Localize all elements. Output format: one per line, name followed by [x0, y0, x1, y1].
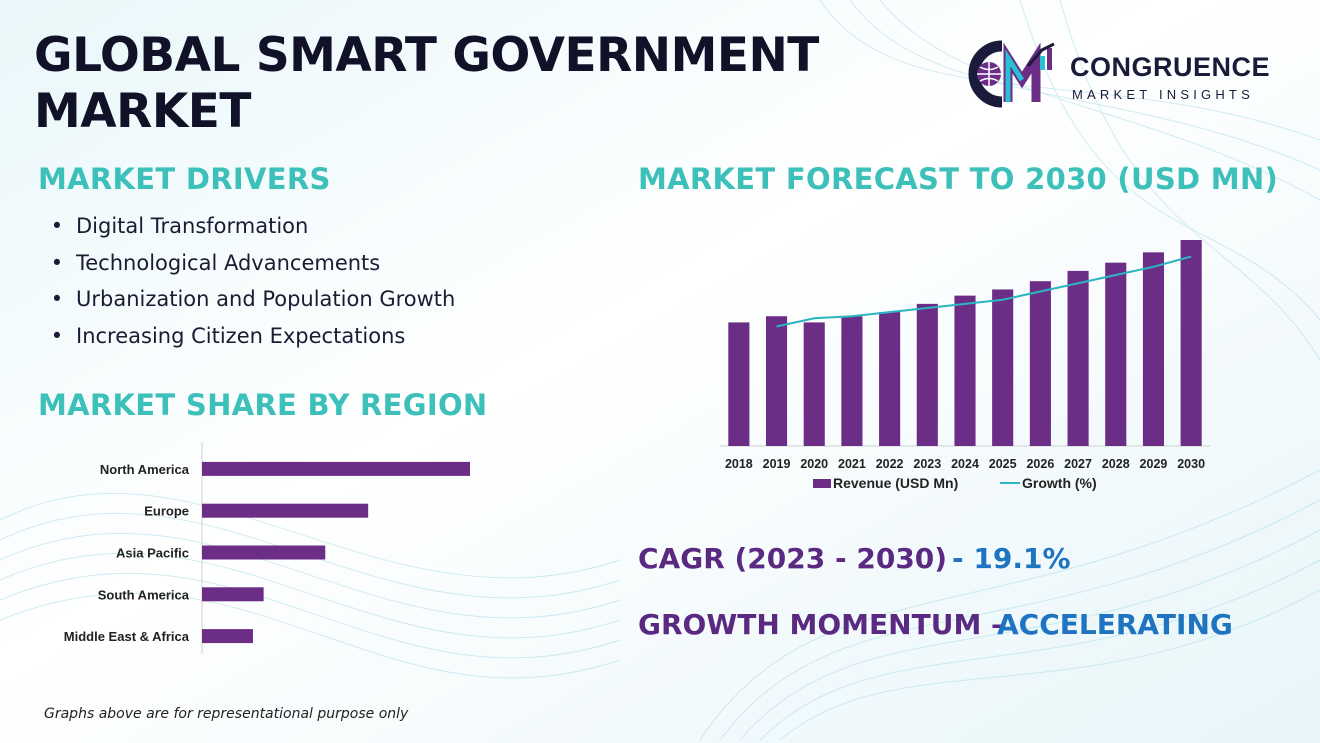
market-drivers-heading: MARKET DRIVERS [38, 162, 331, 196]
year-tick-label: 2021 [838, 457, 866, 471]
year-tick-label: 2029 [1140, 457, 1168, 471]
region-bar [202, 545, 326, 560]
region-tick-label: South America [98, 587, 190, 602]
year-tick-label: 2022 [876, 457, 904, 471]
driver-label: Technological Advancements [76, 250, 381, 275]
revenue-bar [803, 322, 825, 446]
year-tick-label: 2025 [989, 457, 1017, 471]
brand-logo [968, 40, 1055, 108]
region-tick-label: North America [100, 462, 190, 477]
year-tick-label: 2023 [913, 457, 941, 471]
legend-revenue-label: Revenue (USD Mn) [833, 475, 958, 491]
growth-momentum-value: ACCELERATING [997, 608, 1233, 641]
revenue-bar [841, 316, 863, 446]
region-bar [202, 503, 369, 518]
driver-label: Increasing Citizen Expectations [76, 323, 406, 348]
bullet-icon: • [50, 323, 64, 348]
driver-item: • Digital Transformation [38, 208, 455, 245]
legend-revenue-swatch [813, 479, 831, 488]
revenue-bar [1142, 252, 1165, 446]
year-tick-label: 2028 [1102, 457, 1130, 471]
revenue-bar [765, 316, 788, 446]
region-bar [202, 587, 264, 602]
brand-name: CONGRUENCE [1070, 52, 1271, 82]
region-tick-label: Europe [144, 504, 189, 519]
footnote: Graphs above are for representational pu… [44, 706, 409, 722]
market-forecast-heading: MARKET FORECAST TO 2030 (USD MN) [638, 162, 1279, 196]
cagr-value: - 19.1% [952, 542, 1071, 575]
year-tick-label: 2019 [763, 457, 791, 471]
driver-item: • Technological Advancements [38, 245, 455, 282]
logo-mark-icon [968, 40, 1055, 108]
revenue-bar [916, 303, 938, 446]
driver-item: • Urbanization and Population Growth [38, 281, 456, 318]
year-tick-label: 2026 [1026, 457, 1054, 471]
revenue-bar [879, 312, 901, 446]
year-tick-label: 2024 [951, 457, 979, 471]
bullet-icon: • [50, 250, 64, 275]
brand-tagline: MARKET INSIGHTS [1072, 87, 1254, 102]
region-tick-label: Asia Pacific [116, 546, 189, 561]
revenue-bar [954, 295, 976, 446]
forecast-chart: 2018 2019 2020 2021 2022 2023 2024 2025 2026 2027… [720, 240, 1210, 491]
growth-line [776, 255, 1192, 328]
bullet-icon: • [50, 214, 64, 238]
driver-label: Urbanization and Population Growth [76, 287, 456, 311]
market-drivers-list: • Digital Transformation • Technological A… [38, 208, 456, 355]
driver-label: Digital Transformation [76, 214, 309, 238]
revenue-bar [1105, 262, 1127, 446]
revenue-bar [1180, 240, 1202, 446]
revenue-bar [992, 289, 1014, 446]
legend-growth-label: Growth (%) [1022, 475, 1097, 491]
page-title: GLOBAL SMART GOVERNMENT MARKET [34, 28, 819, 139]
year-tick-label: 2030 [1177, 457, 1205, 471]
region-bar [202, 629, 253, 644]
year-tick-label: 2018 [725, 457, 753, 471]
cagr-label: CAGR (2023 - 2030) [638, 542, 948, 575]
revenue-bar [728, 322, 750, 446]
growth-momentum-label: GROWTH MOMENTUM – [638, 608, 1006, 641]
revenue-bar [1029, 281, 1051, 446]
revenue-bar [1067, 270, 1089, 446]
year-tick-label: 2020 [800, 457, 828, 471]
year-tick-label: 2027 [1064, 457, 1092, 471]
bullet-icon: • [50, 287, 64, 311]
region-share-chart: North America Europe Asia Pacific South Ame… [64, 442, 470, 654]
driver-item: • Increasing Citizen Expectations [38, 318, 455, 355]
market-share-heading: MARKET SHARE BY REGION [38, 388, 488, 422]
region-tick-label: Middle East & Africa [64, 629, 190, 644]
region-bar [202, 461, 470, 476]
